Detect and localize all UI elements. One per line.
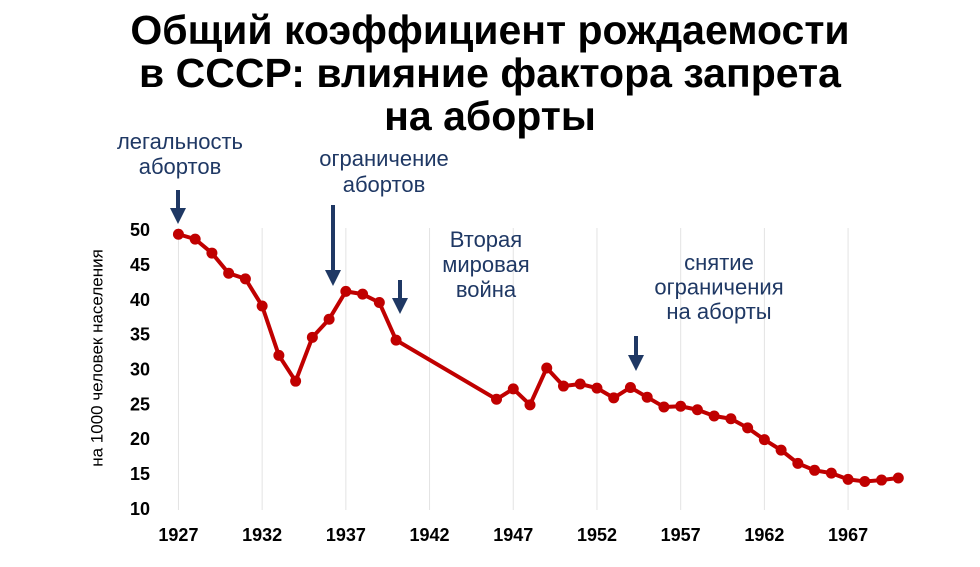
data-point — [491, 393, 503, 405]
x-tick-label: 1967 — [828, 525, 868, 545]
data-point — [323, 313, 335, 325]
annotation: на аборты — [666, 299, 771, 324]
data-point — [390, 334, 402, 346]
x-tick-label: 1942 — [410, 525, 450, 545]
data-point — [273, 349, 285, 361]
data-point — [758, 434, 770, 446]
y-tick-label: 50 — [130, 220, 150, 240]
y-axis-label: на 1000 человек населения — [87, 249, 106, 467]
x-tick-label: 1952 — [577, 525, 617, 545]
annotation: Вторая — [450, 227, 522, 252]
data-point — [256, 300, 268, 312]
data-point — [775, 444, 787, 456]
annotation: абортов — [139, 154, 222, 179]
data-point — [842, 473, 854, 485]
y-tick-label: 20 — [130, 429, 150, 449]
chart-title: Общий коэффициент рождаемости — [130, 7, 849, 53]
data-point — [574, 378, 586, 390]
data-point — [507, 383, 519, 395]
data-point — [591, 382, 603, 394]
data-point — [223, 267, 235, 279]
data-point — [340, 285, 352, 297]
y-tick-label: 30 — [130, 359, 150, 379]
chart-title: в СССР: влияние фактора запрета — [139, 50, 842, 96]
x-tick-label: 1927 — [158, 525, 198, 545]
data-point — [675, 400, 687, 412]
y-tick-label: 10 — [130, 499, 150, 519]
data-point — [373, 297, 385, 309]
data-point — [825, 467, 837, 479]
x-tick-label: 1957 — [661, 525, 701, 545]
data-point — [624, 381, 636, 393]
data-point — [189, 233, 201, 245]
data-point — [691, 404, 703, 416]
data-point — [206, 247, 218, 259]
data-point — [892, 472, 904, 484]
y-tick-label: 40 — [130, 290, 150, 310]
data-point — [792, 457, 804, 469]
y-tick-label: 35 — [130, 325, 150, 345]
data-point — [239, 273, 251, 285]
y-tick-label: 15 — [130, 464, 150, 484]
data-point — [742, 422, 754, 434]
data-point — [306, 331, 318, 343]
chart-title: на аборты — [384, 93, 596, 139]
annotation: снятие — [684, 250, 754, 275]
data-point — [725, 413, 737, 425]
annotation: мировая — [442, 252, 529, 277]
data-point — [608, 392, 620, 404]
data-point — [876, 474, 888, 486]
data-point — [541, 362, 553, 374]
x-tick-label: 1947 — [493, 525, 533, 545]
y-tick-label: 45 — [130, 255, 150, 275]
annotation: ограничение — [319, 146, 449, 171]
annotation: абортов — [343, 172, 426, 197]
annotation: легальность — [117, 129, 243, 154]
data-point — [172, 228, 184, 240]
annotation: ограничения — [654, 274, 783, 299]
annotation: война — [456, 277, 517, 302]
data-point — [641, 391, 653, 403]
x-tick-label: 1932 — [242, 525, 282, 545]
data-point — [708, 410, 720, 422]
data-line — [177, 232, 899, 484]
data-point — [658, 401, 670, 413]
x-tick-label: 1937 — [326, 525, 366, 545]
data-point — [357, 288, 369, 300]
data-point — [290, 375, 302, 387]
y-tick-label: 25 — [130, 394, 150, 414]
data-point — [809, 464, 821, 476]
x-tick-label: 1962 — [744, 525, 784, 545]
data-point — [859, 475, 871, 487]
data-point — [524, 399, 536, 411]
data-point — [557, 380, 569, 392]
